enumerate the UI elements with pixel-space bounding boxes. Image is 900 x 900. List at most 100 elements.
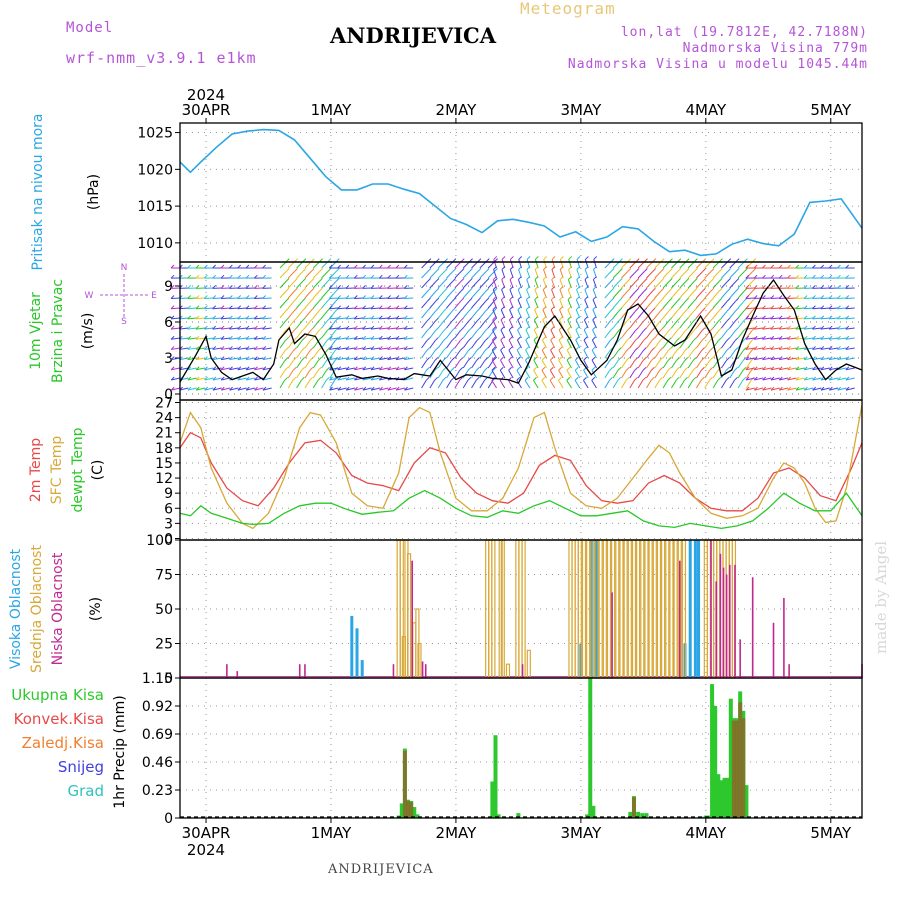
- wind-barb: [837, 337, 847, 340]
- wind-barb-flag: [379, 366, 383, 371]
- wind-barb-flag: [451, 307, 456, 312]
- wind-barb-flag: [403, 315, 408, 320]
- wind-barb-flag: [353, 325, 358, 330]
- low-cloud-bar: [783, 597, 785, 678]
- wind-barb-flag: [516, 376, 521, 381]
- wind-barb-flag: [534, 286, 539, 290]
- wind-barb-flag: [187, 346, 192, 350]
- wind-barb-flag: [170, 346, 175, 350]
- wind-barb-flag: [660, 297, 664, 302]
- wind-barb: [337, 317, 347, 320]
- wind-barb: [196, 347, 206, 350]
- y-tick-label: 9: [164, 486, 173, 502]
- wind-barb-flag: [337, 366, 342, 371]
- wind-barb: [604, 300, 612, 309]
- wind-barb: [395, 367, 406, 371]
- y-tick-label: 3: [164, 351, 173, 367]
- wind-barb: [454, 360, 461, 369]
- wind-barb-flag: [718, 327, 722, 332]
- wind-barb-flag: [362, 295, 366, 299]
- wind-barb: [170, 307, 181, 310]
- y-tick-label: 1015: [137, 199, 173, 215]
- convective-precip-bar: [738, 702, 743, 818]
- wind-barb: [245, 337, 256, 340]
- wind-barb-flag: [753, 366, 758, 371]
- wind-barb: [746, 340, 753, 349]
- wind-barb: [296, 380, 302, 389]
- wind-barb: [575, 339, 581, 349]
- wind-barb-flag: [634, 376, 638, 381]
- wind-barb: [362, 297, 372, 300]
- wind-barb: [454, 330, 461, 339]
- wind-barb-flag: [551, 266, 556, 270]
- wind-barb: [541, 369, 547, 379]
- wind-barb-flag: [327, 258, 332, 262]
- wind-barb: [479, 271, 487, 279]
- wind-barb-flag: [693, 327, 697, 332]
- y-tick-label: 21: [155, 426, 173, 442]
- y-tick-label: 0.23: [142, 783, 173, 799]
- wind-barb: [575, 329, 581, 339]
- wind-barb: [592, 329, 597, 339]
- wind-barb-flag: [727, 268, 732, 272]
- wind-barb: [337, 367, 347, 371]
- wind-barb: [654, 350, 661, 359]
- wind-barb: [237, 317, 247, 320]
- wind-barb: [671, 261, 679, 269]
- wind-barb-flag: [803, 264, 808, 269]
- wind-barb-flag: [778, 315, 783, 320]
- wind-barb-flag: [743, 278, 748, 282]
- wind-barb-flag: [337, 376, 342, 381]
- wind-barb: [646, 360, 652, 369]
- wind-barb: [304, 380, 311, 389]
- wind-barb-flag: [442, 357, 447, 361]
- wind-barb-flag: [434, 347, 439, 351]
- wind-barb-flag: [285, 268, 290, 272]
- wind-barb: [837, 307, 847, 310]
- wind-barb: [246, 357, 256, 361]
- wind-barb: [721, 281, 728, 289]
- wind-barb: [487, 340, 494, 349]
- wind-barb: [696, 330, 703, 339]
- wind-barb-flag: [452, 278, 457, 282]
- wind-barb-flag: [566, 366, 571, 371]
- wind-barb: [370, 317, 380, 320]
- wind-barb: [237, 357, 247, 361]
- wind-barb: [471, 330, 478, 339]
- wind-barb-flag: [676, 327, 681, 332]
- wind-barb: [321, 310, 328, 319]
- wind-barb-flag: [451, 357, 455, 361]
- wind-barb: [446, 380, 452, 389]
- wind-barb-flag: [262, 366, 267, 371]
- wind-barb-field: [170, 256, 855, 391]
- wind-barb: [621, 340, 628, 349]
- wind-barb-flag: [803, 305, 808, 310]
- wind-barb: [671, 360, 677, 369]
- wind-barb-flag: [795, 366, 800, 371]
- wind-barb: [421, 340, 428, 349]
- wind-barb: [446, 261, 454, 269]
- wind-barb: [362, 307, 372, 310]
- wind-barb: [604, 261, 612, 269]
- wind-barb-flag: [310, 287, 315, 292]
- wind-barb: [479, 300, 487, 309]
- wind-barb: [446, 300, 453, 309]
- wind-barb: [712, 310, 720, 319]
- total-precip-bar: [640, 813, 645, 818]
- wind-barb: [329, 350, 336, 359]
- wind-barb-flag: [253, 285, 258, 289]
- wind-barb-flag: [354, 346, 358, 350]
- wind-barb: [287, 380, 294, 389]
- wind-barb: [354, 347, 364, 350]
- total-precip-bar: [744, 785, 749, 818]
- wind-barb: [395, 307, 405, 310]
- wind-barb-flag: [787, 386, 792, 391]
- wind-barb-flag: [362, 366, 367, 371]
- wind-barb-flag: [245, 295, 250, 299]
- wind-barb: [487, 271, 495, 279]
- wind-barb: [454, 370, 461, 379]
- wind-barb-flag: [245, 274, 250, 279]
- wind-barb-flag: [635, 307, 639, 312]
- wind-barb: [321, 340, 328, 349]
- wind-barb-flag: [443, 287, 448, 292]
